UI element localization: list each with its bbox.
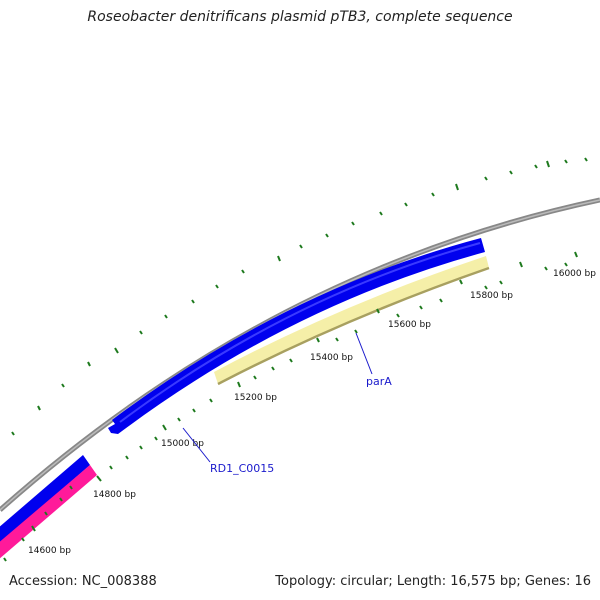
scale-label-15600: 15600 bp	[388, 320, 431, 330]
scale-label-15400: 15400 bp	[310, 353, 353, 363]
gene-rd1-c0015[interactable]	[108, 238, 485, 434]
leader-line-para	[355, 332, 373, 375]
inner-tick-ring	[3, 251, 578, 562]
scale-label-14800: 14800 bp	[93, 490, 136, 500]
scale-label-15200: 15200 bp	[234, 393, 277, 403]
accession-label: Accession: NC_008388	[9, 574, 157, 589]
summary-label: Topology: circular; Length: 16,575 bp; G…	[275, 574, 591, 589]
leader-line-rd1-c0015	[182, 427, 211, 463]
gene-label-rd1-c0015[interactable]: RD1_C0015	[210, 462, 274, 475]
feature-pink[interactable]	[0, 465, 97, 560]
scale-label-14600: 14600 bp	[28, 546, 71, 556]
gene-rd1-c0015-highlight	[119, 242, 481, 423]
cds-forward-left[interactable]	[0, 455, 90, 545]
scale-label-15000: 15000 bp	[161, 439, 204, 449]
scale-label-16000: 16000 bp	[553, 269, 596, 279]
gene-label-para[interactable]: parA	[366, 375, 392, 388]
map-title: Roseobacter denitrificans plasmid pTB3, …	[87, 9, 513, 25]
outer-tick-ring	[11, 157, 588, 436]
scale-label-15800: 15800 bp	[470, 291, 513, 301]
gene-para-edge	[217, 266, 490, 386]
